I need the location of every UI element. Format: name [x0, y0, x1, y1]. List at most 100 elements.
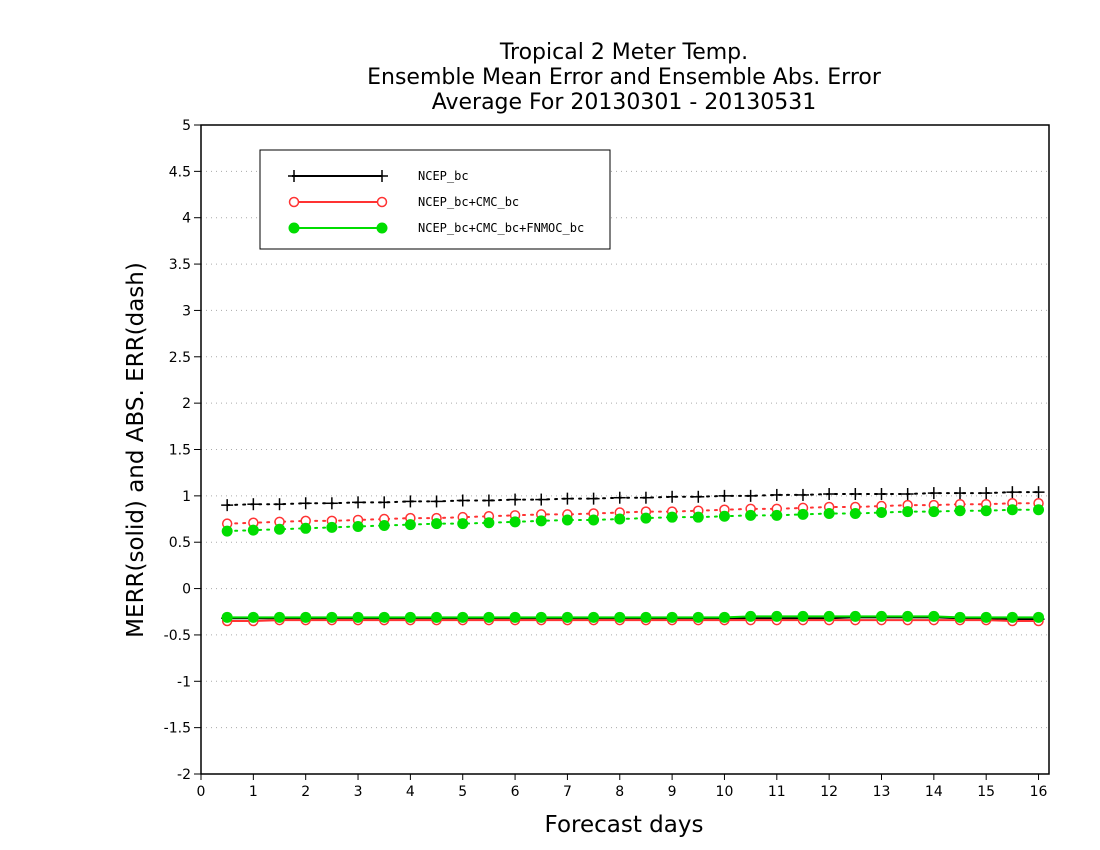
data-point: [718, 510, 730, 522]
data-point: [927, 487, 940, 500]
data-point: [247, 498, 260, 511]
abs-error-line: [226, 491, 1040, 507]
legend-item: NCEP_bc: [288, 169, 469, 183]
data-point: [378, 611, 390, 623]
data-point: [614, 513, 626, 525]
data-point: [325, 497, 338, 510]
x-tick-label: 5: [458, 784, 467, 800]
data-point: [875, 488, 888, 501]
data-point: [561, 492, 574, 505]
data-point: [640, 611, 652, 623]
data-point: [326, 521, 338, 533]
data-point: [745, 610, 757, 622]
data-point: [273, 498, 286, 511]
data-point: [745, 509, 757, 521]
x-tick-label: 11: [768, 784, 786, 800]
data-point: [561, 514, 573, 526]
grid-lines: [201, 170, 1049, 729]
data-point: [666, 611, 678, 623]
data-point: [1006, 486, 1019, 499]
data-point: [457, 518, 469, 530]
data-point: [980, 505, 992, 517]
data-point: [823, 488, 836, 501]
data-point: [849, 507, 861, 519]
data-point: [431, 611, 443, 623]
data-point: [797, 610, 809, 622]
x-tick-label: 7: [563, 784, 572, 800]
data-point: [692, 490, 705, 503]
data-point: [535, 493, 548, 506]
data-point: [588, 514, 600, 526]
mean-error-line: [227, 615, 1039, 619]
data-point: [535, 515, 547, 527]
data-point: [288, 170, 300, 182]
legend-box: [259, 149, 611, 250]
x-axis-ticks: 0 1 2 3 4 5 6 7 8 9 10 11 12 13 14 15 16: [197, 774, 1048, 800]
legend: NCEP_bc NCEP_bc+CMC_bc NCEP_bc+CMC_bc+FNMO…: [259, 149, 611, 250]
data-point: [902, 610, 914, 622]
data-point: [535, 611, 547, 623]
data-point: [771, 610, 783, 622]
y-tick-label: -1: [177, 674, 191, 690]
mean-error-line: [227, 619, 1039, 623]
data-point: [875, 610, 887, 622]
data-point: [561, 611, 573, 623]
data-point: [247, 524, 259, 536]
data-point: [457, 611, 469, 623]
data-point: [771, 509, 783, 521]
data-point: [718, 489, 731, 502]
chart-title-line-2: Ensemble Mean Error and Ensemble Abs. Er…: [367, 65, 882, 90]
x-tick-label: 9: [668, 784, 677, 800]
data-point: [718, 611, 730, 623]
y-tick-label: -2: [177, 767, 191, 783]
data-point: [692, 611, 704, 623]
data-point: [221, 525, 233, 537]
data-point: [299, 497, 312, 510]
data-point: [1033, 504, 1045, 516]
x-tick-label: 0: [197, 784, 206, 800]
data-point: [482, 494, 495, 507]
data-point: [376, 170, 388, 182]
data-point: [456, 494, 469, 507]
x-tick-label: 14: [925, 784, 943, 800]
data-point: [1033, 611, 1045, 623]
x-tick-label: 13: [873, 784, 891, 800]
data-point: [430, 495, 443, 508]
x-tick-label: 1: [249, 784, 258, 800]
chart-title-line-1: Tropical 2 Meter Temp.: [499, 40, 748, 65]
data-point: [614, 611, 626, 623]
data-point: [849, 610, 861, 622]
chart-title-line-3: Average For 20130301 - 20130531: [432, 90, 817, 115]
x-tick-label: 8: [615, 784, 624, 800]
chart-title: Tropical 2 Meter Temp. Ensemble Mean Err…: [367, 40, 882, 115]
y-tick-label: 3: [182, 303, 191, 319]
data-point: [274, 523, 286, 535]
y-tick-label: -0.5: [164, 628, 191, 644]
data-point: [288, 196, 300, 208]
series-NCEP_bc: [221, 486, 1045, 626]
data-point: [875, 507, 887, 519]
data-point: [796, 488, 809, 501]
data-point: [954, 611, 966, 623]
data-point: [588, 611, 600, 623]
series-group: [221, 486, 1045, 627]
data-point: [483, 611, 495, 623]
data-point: [509, 516, 521, 528]
legend-label: NCEP_bc: [418, 169, 469, 183]
data-point: [376, 222, 388, 234]
data-point: [483, 517, 495, 529]
data-point: [640, 512, 652, 524]
data-point: [300, 611, 312, 623]
data-point: [980, 611, 992, 623]
data-point: [247, 611, 259, 623]
y-axis-ticks: -2 -1.5 -1 -0.5 0 0.5 1 1.5 2 2.5 3 3.5 4 4.5 5: [164, 118, 201, 783]
data-point: [980, 487, 993, 500]
data-point: [1006, 504, 1018, 516]
legend-label: NCEP_bc+CMC_bc: [418, 195, 519, 209]
data-point: [352, 496, 365, 509]
y-axis-label: MERR(solid) and ABS. ERR(dash): [123, 262, 149, 638]
data-point: [797, 508, 809, 520]
data-point: [404, 495, 417, 508]
data-point: [300, 522, 312, 534]
data-point: [288, 222, 300, 234]
